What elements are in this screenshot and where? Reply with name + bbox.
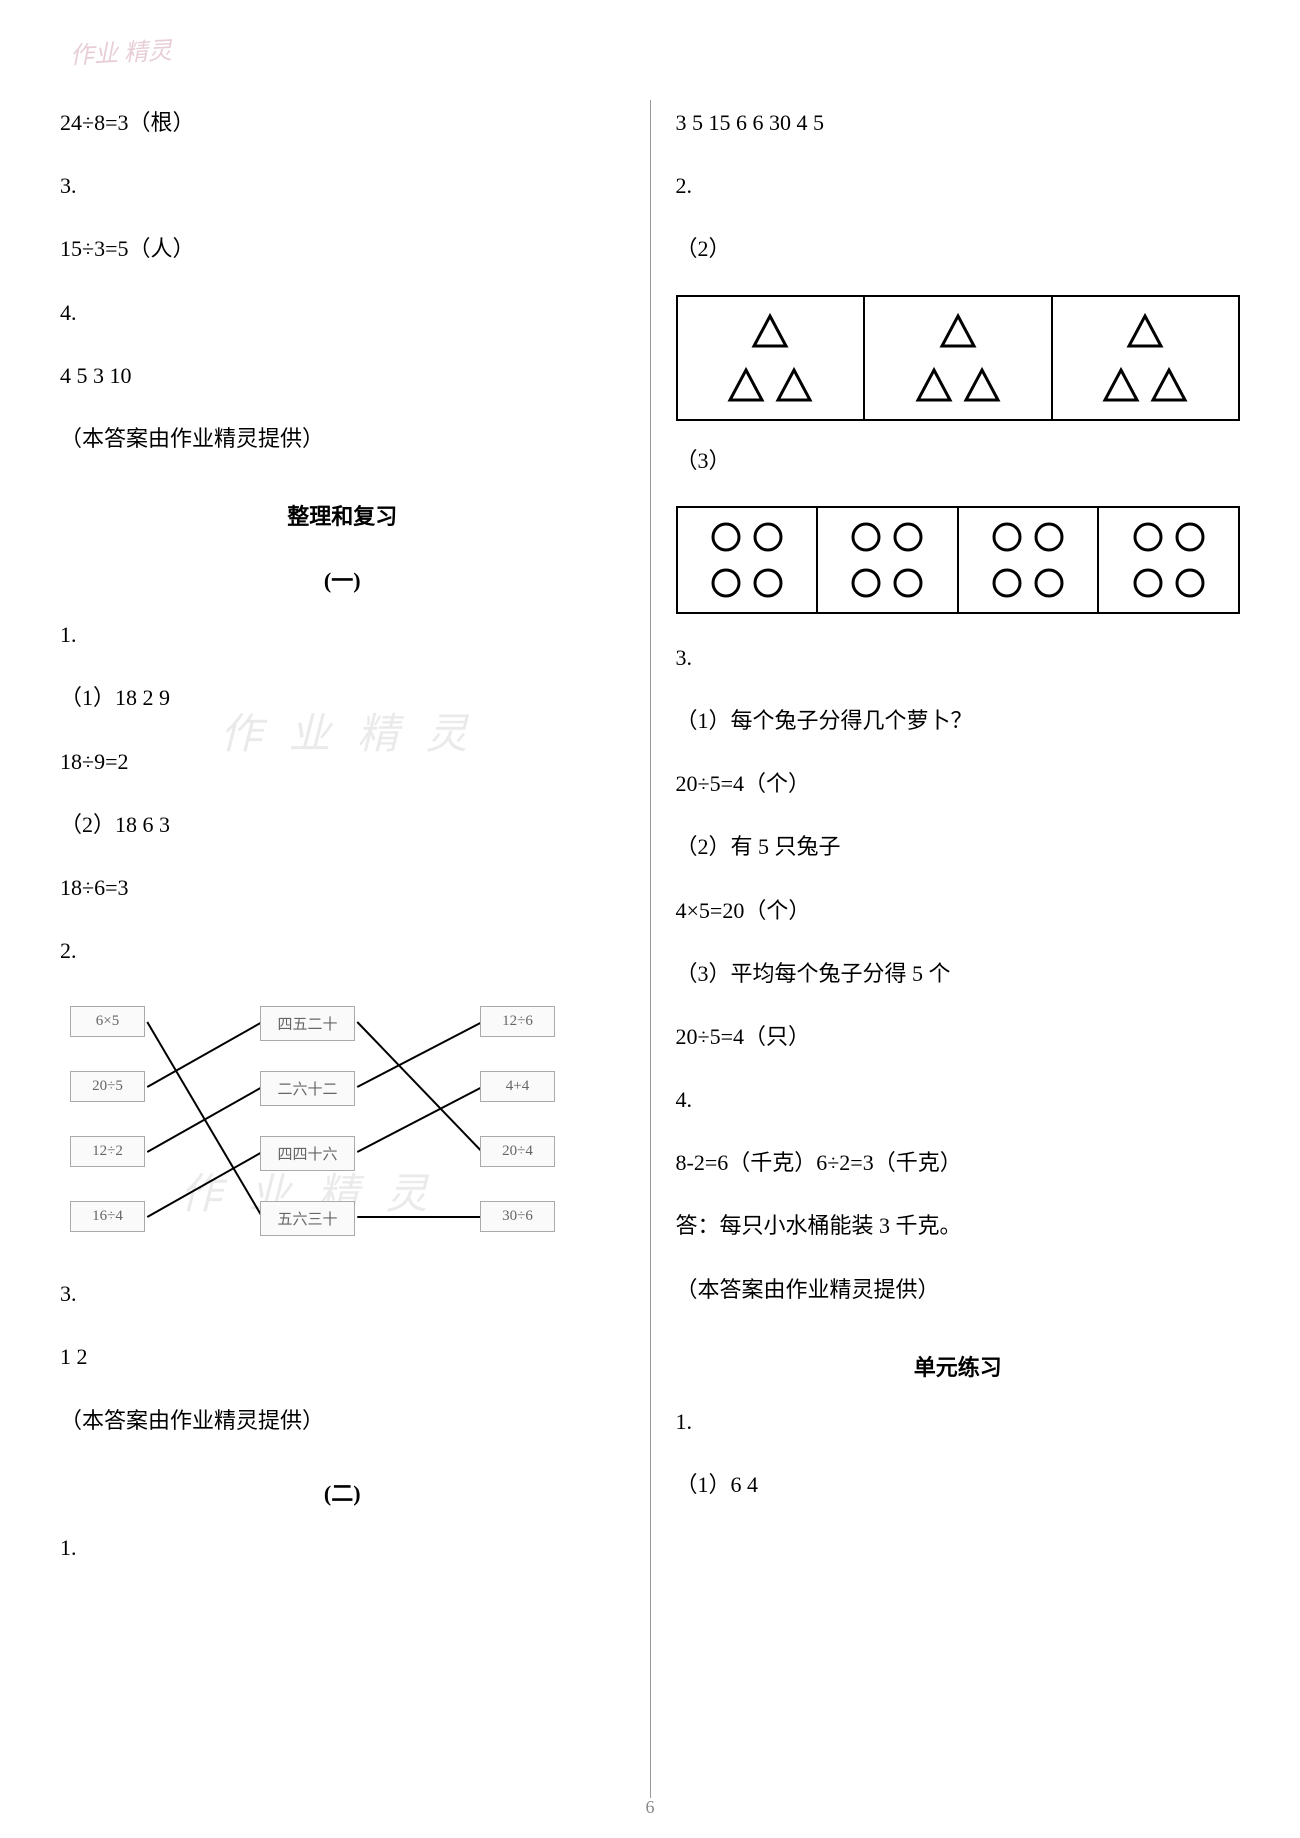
two-column-layout: 24÷8=3（根） 3. 15÷3=5（人） 4. 4 5 3 10 （本答案由… xyxy=(60,50,1240,1798)
right-column: 3 5 15 6 6 30 4 5 2. （2） （3） 3. （1）每个兔子分… xyxy=(676,50,1241,1798)
circle-icon xyxy=(1173,520,1207,554)
circle-icon xyxy=(1032,520,1066,554)
text-line: （3）平均每个兔子分得 5 个 xyxy=(676,956,1241,991)
match-box: 30÷6 xyxy=(480,1201,555,1232)
circle-cell xyxy=(818,508,959,612)
circle-icon xyxy=(709,566,743,600)
circle-icon xyxy=(849,566,883,600)
circle-icon xyxy=(891,566,925,600)
text-line: 3 5 15 6 6 30 4 5 xyxy=(676,105,1241,140)
match-box: 二六十二 xyxy=(260,1071,355,1106)
column-divider xyxy=(650,100,651,1798)
triangle-icon xyxy=(750,312,790,350)
match-box: 20÷5 xyxy=(70,1071,145,1102)
section-subheading: (二) xyxy=(60,1476,625,1508)
triangle-icon xyxy=(914,366,954,404)
text-line: 18÷9=2 xyxy=(60,744,625,779)
circle-cell xyxy=(959,508,1100,612)
circle-icon xyxy=(751,566,785,600)
text-line: （3） xyxy=(676,443,1241,478)
triangle-icon xyxy=(1149,366,1189,404)
text-line: 3. xyxy=(60,168,625,203)
triangle-icon xyxy=(962,366,1002,404)
triangle-icon xyxy=(1125,312,1165,350)
text-line: 1. xyxy=(676,1404,1241,1439)
text-line: （2）18 6 3 xyxy=(60,807,625,842)
circle-icon xyxy=(849,520,883,554)
text-line: 24÷8=3（根） xyxy=(60,105,625,140)
section-heading: 整理和复习 xyxy=(60,499,625,531)
circle-icon xyxy=(1131,566,1165,600)
text-line: 3. xyxy=(60,1276,625,1311)
circle-icon xyxy=(1173,566,1207,600)
circle-icon xyxy=(891,520,925,554)
page-number: 6 xyxy=(646,1797,655,1818)
match-box: 五六三十 xyxy=(260,1201,355,1236)
text-line: （本答案由作业精灵提供） xyxy=(676,1272,1241,1307)
circle-icon xyxy=(1131,520,1165,554)
text-line: （本答案由作业精灵提供） xyxy=(60,421,625,456)
circle-icon xyxy=(709,520,743,554)
left-column: 24÷8=3（根） 3. 15÷3=5（人） 4. 4 5 3 10 （本答案由… xyxy=(60,50,625,1798)
triangle-icon xyxy=(726,366,766,404)
text-line: （本答案由作业精灵提供） xyxy=(60,1403,625,1438)
match-box: 6×5 xyxy=(70,1006,145,1037)
triangle-cell xyxy=(678,297,866,419)
section-subheading: (一) xyxy=(60,563,625,595)
match-box: 四四十六 xyxy=(260,1136,355,1171)
text-line: 1 2 xyxy=(60,1339,625,1374)
text-line: （1）18 2 9 xyxy=(60,680,625,715)
text-line: 20÷5=4（只） xyxy=(676,1019,1241,1054)
text-line: 18÷6=3 xyxy=(60,870,625,905)
circle-icon xyxy=(990,520,1024,554)
match-box: 12÷6 xyxy=(480,1006,555,1037)
match-box: 20÷4 xyxy=(480,1136,555,1167)
text-line: 1. xyxy=(60,1530,625,1565)
watermark-corner: 作业 精灵 xyxy=(69,37,172,71)
match-box: 16÷4 xyxy=(70,1201,145,1232)
circle-icon xyxy=(751,520,785,554)
text-line: 4. xyxy=(60,295,625,330)
text-line: 8-2=6（千克）6÷2=3（千克） xyxy=(676,1145,1241,1180)
text-line: 4 5 3 10 xyxy=(60,358,625,393)
match-box: 4+4 xyxy=(480,1071,555,1102)
triangle-cell xyxy=(1053,297,1239,419)
section-heading: 单元练习 xyxy=(676,1350,1241,1382)
matching-diagram: 6×5 20÷5 12÷2 16÷4 四五二十二六十二四四十六五六三十 12÷6 4+4 20… xyxy=(60,996,625,1256)
match-box: 四五二十 xyxy=(260,1006,355,1041)
text-line: 1. xyxy=(60,617,625,652)
match-box: 12÷2 xyxy=(70,1136,145,1167)
text-line: （1）6 4 xyxy=(676,1467,1241,1502)
circle-cell xyxy=(1099,508,1238,612)
text-line: （1）每个兔子分得几个萝卜？ xyxy=(676,703,1241,738)
text-line: 2. xyxy=(676,168,1241,203)
circle-groups xyxy=(676,506,1241,614)
circle-icon xyxy=(1032,566,1066,600)
triangle-icon xyxy=(774,366,814,404)
text-line: 15÷3=5（人） xyxy=(60,231,625,266)
text-line: 20÷5=4（个） xyxy=(676,766,1241,801)
text-line: （2） xyxy=(676,231,1241,266)
triangle-groups xyxy=(676,295,1241,421)
circle-icon xyxy=(990,566,1024,600)
triangle-icon xyxy=(938,312,978,350)
triangle-icon xyxy=(1101,366,1141,404)
text-line: 3. xyxy=(676,640,1241,675)
text-line: 2. xyxy=(60,933,625,968)
circle-cell xyxy=(678,508,819,612)
text-line: 答：每只小水桶能装 3 千克。 xyxy=(676,1208,1241,1243)
text-line: （2）有 5 只兔子 xyxy=(676,829,1241,864)
text-line: 4×5=20（个） xyxy=(676,893,1241,928)
text-line: 4. xyxy=(676,1082,1241,1117)
triangle-cell xyxy=(865,297,1053,419)
